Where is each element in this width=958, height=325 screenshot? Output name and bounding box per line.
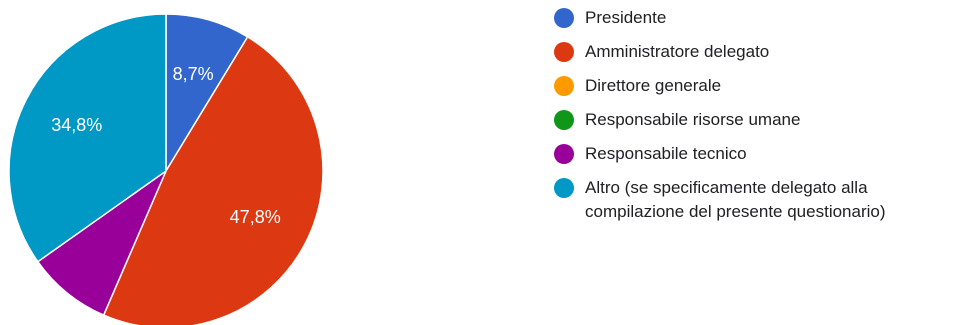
legend-swatch xyxy=(554,144,574,164)
legend-item: Amministratore delegato xyxy=(554,40,954,64)
legend-label: Direttore generale xyxy=(585,76,722,95)
legend-item: Altro (se specificamente delegato alla c… xyxy=(554,176,954,224)
legend-item: Responsabile risorse umane xyxy=(554,108,954,132)
pie-slice-4 xyxy=(36,168,168,317)
legend-item: Responsabile tecnico xyxy=(554,142,954,166)
legend-label: Altro (se specificamente delegato alla c… xyxy=(585,178,886,221)
pie-slice-5 xyxy=(8,13,167,263)
pie-slice-label-5: 34,8% xyxy=(51,115,102,135)
legend-item: Presidente xyxy=(554,6,954,30)
pie-slices xyxy=(8,13,324,325)
pie-slice-0 xyxy=(165,13,249,174)
legend-swatch xyxy=(554,42,574,62)
pie-slice-label-0: 8,7% xyxy=(173,64,214,84)
legend-swatch xyxy=(554,178,574,198)
legend-swatch xyxy=(554,76,574,96)
legend-label: Responsabile tecnico xyxy=(585,144,747,163)
legend-label: Amministratore delegato xyxy=(585,42,770,61)
legend-label: Responsabile risorse umane xyxy=(585,110,801,129)
legend-swatch xyxy=(554,8,574,28)
pie-chart: 8,7% 47,8% 34,8% xyxy=(8,13,324,325)
legend-label: Presidente xyxy=(585,8,667,27)
pie-slice-labels: 8,7% 47,8% 34,8% xyxy=(51,64,280,227)
pie-slice-label-1: 47,8% xyxy=(230,207,281,227)
legend-item: Direttore generale xyxy=(554,74,954,98)
legend-swatch xyxy=(554,110,574,130)
pie-slice-1 xyxy=(102,35,324,325)
chart-legend: Presidente Amministratore delegato Diretto… xyxy=(554,6,954,234)
